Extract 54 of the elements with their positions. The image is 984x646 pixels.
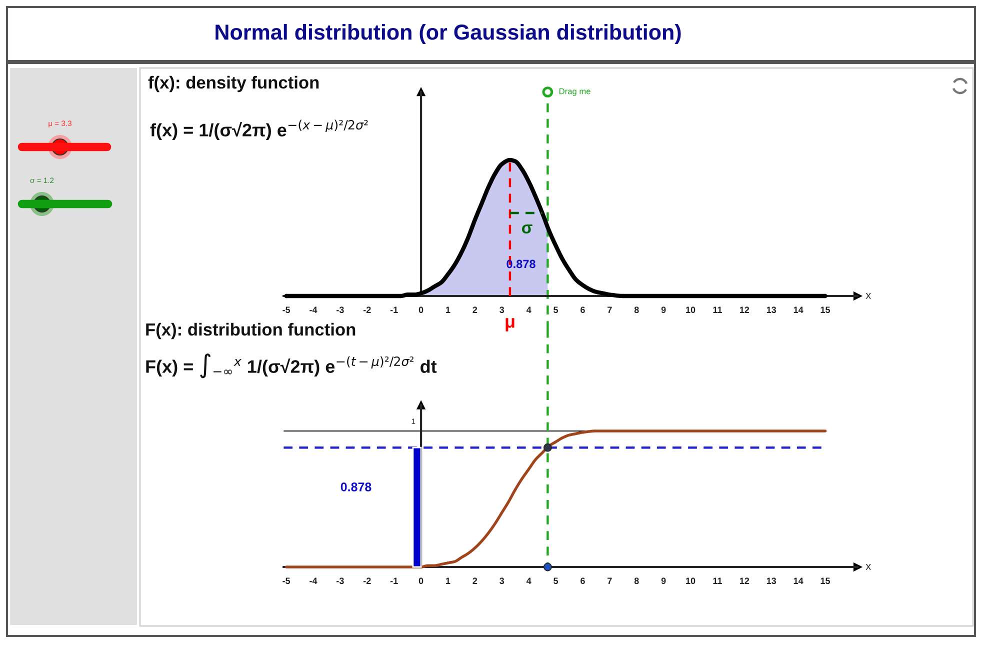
x-tick-label: -2 <box>363 306 371 313</box>
x-tick-label: 7 <box>608 306 612 313</box>
x-tick-label: 10 <box>686 306 696 314</box>
x-axis-title: x <box>866 293 872 299</box>
x-tick-label: 12 <box>740 306 750 313</box>
x-tick-label: 13 <box>766 578 776 584</box>
annotation: 0.878 <box>340 482 372 492</box>
x-tick-label: 8 <box>634 578 639 584</box>
x-tick-label: 3 <box>500 578 504 584</box>
x-tick-label: 11 <box>713 306 722 313</box>
x-tick-label: -3 <box>336 578 344 584</box>
x-tick-label: 1 <box>446 306 450 313</box>
x-tick-label: 9 <box>661 306 666 314</box>
x-tick-label: -3 <box>336 306 344 314</box>
x-tick-label: 5 <box>554 578 558 584</box>
x-tick-label: 8 <box>634 306 639 314</box>
annotation: σ <box>522 224 532 234</box>
annotation: Drag me <box>559 88 590 96</box>
x-tick-label: -4 <box>310 578 318 584</box>
x-tick-label: 11 <box>713 578 722 584</box>
x-tick-label: 6 <box>580 578 585 584</box>
text: F(x) = ∫$_{−∞}$$^{x}$ 1/(σ√2π) e$^{−(t−μ)²/2σ²}$ dt <box>146 353 437 378</box>
x-tick-label: 9 <box>661 578 666 584</box>
x-tick-label: 0 <box>418 306 424 314</box>
x-tick-label: 0 <box>418 578 424 584</box>
x-tick-label: 6 <box>580 306 585 314</box>
x-tick-label: -5 <box>282 306 290 314</box>
x-tick-label: 5 <box>554 306 558 314</box>
text: μ <box>506 318 514 332</box>
x-tick-label: -4 <box>310 306 318 313</box>
chart-subtitle: f(x): density function <box>148 76 319 92</box>
x-tick-label: 1 <box>446 578 450 584</box>
x-tick-label: 3 <box>500 306 504 314</box>
x-tick-label: 4 <box>526 306 532 313</box>
x-tick-label: -1 <box>390 578 398 584</box>
x-tick-label: 2 <box>472 306 478 313</box>
x-axis-title: x <box>866 564 872 570</box>
x-tick-label: 14 <box>794 306 804 313</box>
x-tick-label: 2 <box>472 578 478 584</box>
x-tick-label: 14 <box>794 578 804 584</box>
x-tick-label: 7 <box>608 578 612 584</box>
x-tick-label: 10 <box>686 578 696 584</box>
x-tick-label: 15 <box>820 578 830 584</box>
chart-title: Normal distribution (or Gaussian distribution) <box>216 24 681 44</box>
x-tick-label: -5 <box>282 578 290 584</box>
text: f(x) = 1/(σ√2π) e$^{−(x−μ)²/2σ²}$ <box>150 120 368 140</box>
annotation: 0.878 <box>506 260 536 268</box>
x-tick-label: 15 <box>820 306 830 314</box>
x-tick-label: -2 <box>363 578 371 584</box>
x-tick-label: -1 <box>390 306 398 313</box>
x-tick-label: 12 <box>740 578 750 584</box>
x-tick-label: 13 <box>766 306 776 314</box>
chart-title: F(x): distribution function <box>146 322 356 340</box>
x-tick-label: 4 <box>526 578 532 584</box>
